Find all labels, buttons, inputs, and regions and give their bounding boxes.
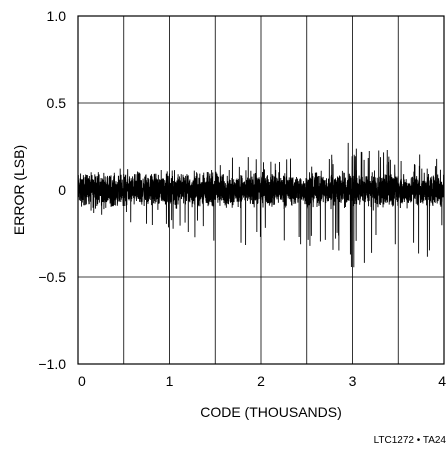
- x-tick-labels: 0 1 2 3 4: [78, 373, 446, 389]
- y-axis-label: ERROR (LSB): [11, 145, 27, 235]
- figure-code: LTC1272 • TA24: [374, 435, 447, 446]
- series-error-trace: [77, 142, 445, 268]
- x-axis-label: CODE (THOUSANDS): [200, 404, 342, 420]
- y-tick-label: −0.5: [38, 269, 66, 285]
- y-tick-label: 1.0: [47, 8, 67, 24]
- x-tick-label: 4: [438, 373, 446, 389]
- x-tick-label: 3: [349, 373, 357, 389]
- x-tick-label: 2: [257, 373, 265, 389]
- y-tick-label: 0: [58, 182, 66, 198]
- plot-frame: [77, 15, 445, 365]
- x-tick-label: 1: [166, 373, 174, 389]
- y-tick-labels: −1.0 −0.5 0 0.5 1.0: [38, 8, 66, 372]
- x-tick-label: 0: [78, 373, 86, 389]
- y-tick-label: −1.0: [38, 356, 66, 372]
- error-trace-line: [77, 142, 445, 268]
- y-tick-label: 0.5: [47, 95, 67, 111]
